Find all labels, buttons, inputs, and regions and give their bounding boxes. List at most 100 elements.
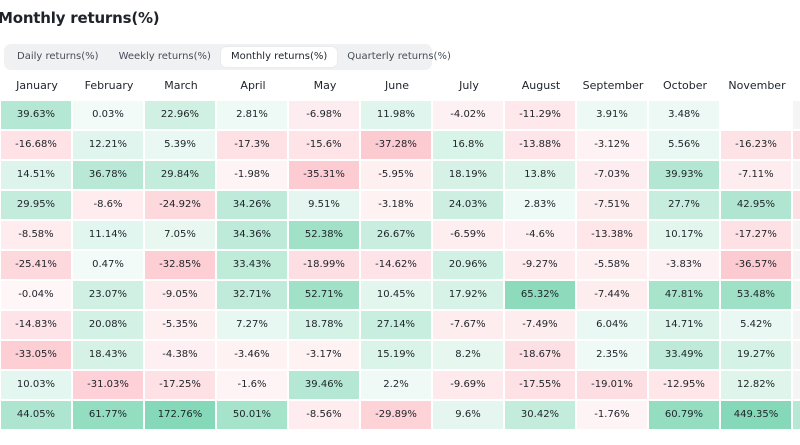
return-cell: 5.39% xyxy=(145,131,215,159)
return-cell: -3.83% xyxy=(649,251,719,279)
return-cell: -13.88% xyxy=(505,131,575,159)
return-cell: -1.76% xyxy=(577,401,647,429)
return-cell: -16.68% xyxy=(1,131,71,159)
return-cell: -14.62% xyxy=(361,251,431,279)
return-cell-clipped xyxy=(793,221,800,249)
return-cell: -17.3% xyxy=(217,131,287,159)
return-cell: 53.48% xyxy=(721,281,791,309)
return-cell: 14.51% xyxy=(1,161,71,189)
return-cell: -6.98% xyxy=(289,101,359,129)
return-cell: 13.8% xyxy=(505,161,575,189)
month-header-row: January February March April May June July Augu… xyxy=(0,74,800,98)
return-cell: -7.51% xyxy=(577,191,647,219)
return-cell: 18.43% xyxy=(73,341,143,369)
return-cell: 52.38% xyxy=(289,221,359,249)
return-cell: 33.49% xyxy=(649,341,719,369)
return-cell: -3.46% xyxy=(217,341,287,369)
return-cell: 11.98% xyxy=(361,101,431,129)
return-cell: 39.63% xyxy=(1,101,71,129)
return-cell: 24.03% xyxy=(433,191,503,219)
return-cell: 33.43% xyxy=(217,251,287,279)
return-cell: -37.28% xyxy=(361,131,431,159)
month-header-september: September xyxy=(582,79,644,92)
month-header-february: February xyxy=(84,79,134,92)
tab-weekly-returns[interactable]: Weekly returns(%) xyxy=(118,51,211,62)
return-cell: -36.57% xyxy=(721,251,791,279)
return-cell: -7.11% xyxy=(721,161,791,189)
return-cell: 12.82% xyxy=(721,371,791,399)
return-cell: 34.36% xyxy=(217,221,287,249)
return-cell-clipped xyxy=(793,311,800,339)
return-cell-clipped xyxy=(793,401,800,429)
return-cell: 449.35% xyxy=(721,401,791,429)
return-cell: -4.6% xyxy=(505,221,575,249)
return-cell: -24.92% xyxy=(145,191,215,219)
return-cell: 2.81% xyxy=(217,101,287,129)
return-cell: -25.41% xyxy=(1,251,71,279)
page-title: Monthly returns(%) xyxy=(0,9,160,27)
return-cell xyxy=(721,101,791,129)
return-cell: 39.93% xyxy=(649,161,719,189)
return-cell: -4.38% xyxy=(145,341,215,369)
return-cell: -5.35% xyxy=(145,311,215,339)
return-cell: -1.98% xyxy=(217,161,287,189)
return-cell: -7.67% xyxy=(433,311,503,339)
return-cell: 8.2% xyxy=(433,341,503,369)
return-cell: 0.03% xyxy=(73,101,143,129)
return-cell: -7.44% xyxy=(577,281,647,309)
return-cell: 12.21% xyxy=(73,131,143,159)
return-cell: -1.6% xyxy=(217,371,287,399)
return-cell: -4.02% xyxy=(433,101,503,129)
return-cell-clipped xyxy=(793,281,800,309)
return-cell: -8.58% xyxy=(1,221,71,249)
return-cell: -5.95% xyxy=(361,161,431,189)
return-cell: -17.55% xyxy=(505,371,575,399)
return-cell: 36.78% xyxy=(73,161,143,189)
return-cell: 27.7% xyxy=(649,191,719,219)
return-cell: 23.07% xyxy=(73,281,143,309)
return-cell: -13.38% xyxy=(577,221,647,249)
month-header-april: April xyxy=(240,79,266,92)
return-cell: 9.6% xyxy=(433,401,503,429)
tab-daily-returns[interactable]: Daily returns(%) xyxy=(17,51,99,62)
return-cell: 18.78% xyxy=(289,311,359,339)
return-cell: -17.27% xyxy=(721,221,791,249)
return-cell: 7.05% xyxy=(145,221,215,249)
tab-monthly-returns[interactable]: Monthly returns(%) xyxy=(220,47,338,67)
return-cell: 22.96% xyxy=(145,101,215,129)
return-cell: -31.03% xyxy=(73,371,143,399)
return-cell: -3.17% xyxy=(289,341,359,369)
return-cell: 32.71% xyxy=(217,281,287,309)
month-header-may: May xyxy=(313,79,337,92)
return-cell: -9.69% xyxy=(433,371,503,399)
return-cell: 19.27% xyxy=(721,341,791,369)
return-cell-clipped xyxy=(793,251,800,279)
return-cell: 2.35% xyxy=(577,341,647,369)
month-header-october: October xyxy=(662,79,708,92)
return-cell: 10.17% xyxy=(649,221,719,249)
return-cell: -3.12% xyxy=(577,131,647,159)
return-cell: 39.46% xyxy=(289,371,359,399)
return-cell: -14.83% xyxy=(1,311,71,339)
return-cell: -32.85% xyxy=(145,251,215,279)
return-cell: -35.31% xyxy=(289,161,359,189)
return-cell: -7.03% xyxy=(577,161,647,189)
return-cell: -18.67% xyxy=(505,341,575,369)
return-cell: 10.03% xyxy=(1,371,71,399)
month-header-march: March xyxy=(164,79,198,92)
return-cell: 29.84% xyxy=(145,161,215,189)
tab-quarterly-returns[interactable]: Quarterly returns(%) xyxy=(347,51,451,62)
return-cell: 5.42% xyxy=(721,311,791,339)
return-cell: -15.6% xyxy=(289,131,359,159)
return-cell: 2.83% xyxy=(505,191,575,219)
return-cell: 5.56% xyxy=(649,131,719,159)
return-cell: 20.08% xyxy=(73,311,143,339)
returns-heatmap-table: 39.63% 0.03% 22.96% 2.81% -6.98% 11.98% -4.02%… xyxy=(0,101,800,433)
month-header-august: August xyxy=(521,79,561,92)
return-cell: -11.29% xyxy=(505,101,575,129)
return-cell: 7.27% xyxy=(217,311,287,339)
return-cell-clipped xyxy=(793,371,800,399)
return-cell: 0.47% xyxy=(73,251,143,279)
return-cell: 30.42% xyxy=(505,401,575,429)
return-cell: -5.58% xyxy=(577,251,647,279)
